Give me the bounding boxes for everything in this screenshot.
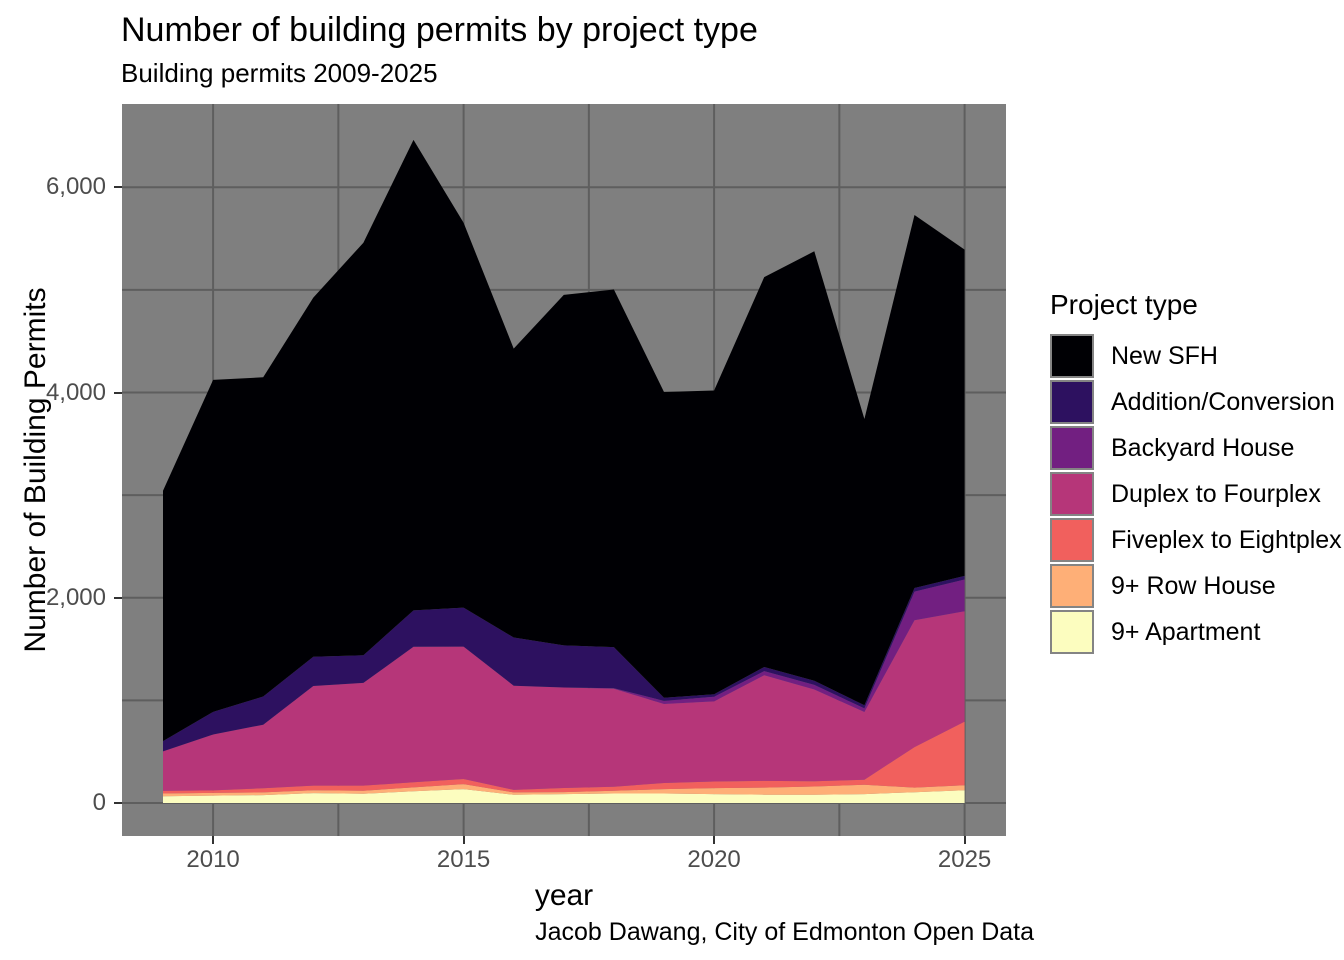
legend-swatch-new-sfh: [1050, 334, 1094, 378]
y-tick-label-6000: 6,000: [45, 173, 106, 201]
chart-subtitle: Building permits 2009-2025: [121, 58, 438, 88]
stacked-area-plot: [122, 104, 1006, 836]
legend-item-label: Addition/Conversion: [1111, 387, 1335, 416]
area-9-row-house: [163, 784, 965, 797]
x-tick-mark-2010: [212, 836, 215, 844]
legend-items: New SFH Addition/Conversion Backyard House…: [1050, 334, 1342, 654]
legend-item-addition-conversion: Addition/Conversion: [1050, 380, 1342, 424]
legend-item-label: 9+ Apartment: [1111, 617, 1261, 646]
legend-item-fiveplex-to-eightplex: Fiveplex to Eightplex: [1050, 518, 1342, 562]
y-tick-label-2000: 2,000: [45, 583, 106, 611]
x-axis-title: year: [534, 879, 594, 912]
x-tick-label-2020: 2020: [687, 846, 741, 873]
area-addition-conversion: [163, 575, 965, 752]
legend-swatch-9-row-house: [1050, 564, 1094, 608]
legend: Project type New SFH Addition/Conversion B…: [1050, 289, 1342, 656]
area-duplex-to-fourplex: [163, 611, 965, 791]
legend-swatch-backyard-house: [1050, 426, 1094, 470]
legend-item-label: Backyard House: [1111, 433, 1295, 462]
area-new-sfh: [163, 139, 965, 742]
chart-title: Number of building permits by project ty…: [121, 11, 758, 49]
x-tick-mark-2015: [462, 836, 465, 844]
legend-item-9-row-house: 9+ Row House: [1050, 564, 1342, 608]
area-9-apartment: [163, 789, 965, 803]
x-tick-label-2015: 2015: [436, 846, 491, 873]
x-tick-mark-2025: [963, 836, 966, 844]
y-axis-title: Number of Building Permits: [19, 287, 52, 653]
legend-title: Project type: [1050, 289, 1198, 320]
x-tick-mark-2020: [713, 836, 716, 844]
legend-item-label: 9+ Row House: [1111, 571, 1276, 600]
x-tick-label-2025: 2025: [937, 846, 992, 873]
y-tick-mark-0: [114, 802, 122, 804]
legend-swatch-9-apartment: [1050, 610, 1094, 654]
y-tick-mark-6000: [114, 186, 122, 189]
chart-caption: Jacob Dawang, City of Edmonton Open Data: [535, 918, 1034, 946]
legend-swatch-addition-conversion: [1050, 380, 1094, 424]
legend-swatch-duplex-to-fourplex: [1050, 472, 1094, 516]
legend-item-9-apartment: 9+ Apartment: [1050, 610, 1342, 654]
y-tick-mark-4000: [114, 391, 122, 394]
plot-panel: [122, 104, 1006, 836]
legend-item-label: Fiveplex to Eightplex: [1111, 525, 1342, 554]
legend-item-backyard-house: Backyard House: [1050, 426, 1342, 470]
legend-swatch-fiveplex-to-eightplex: [1050, 518, 1094, 562]
y-tick-label-0: 0: [92, 789, 106, 816]
legend-item-new-sfh: New SFH: [1050, 334, 1342, 378]
x-tick-label-2010: 2010: [186, 846, 240, 873]
legend-item-label: New SFH: [1111, 341, 1218, 370]
y-tick-label-4000: 4,000: [45, 378, 106, 406]
y-tick-mark-2000: [114, 596, 122, 599]
legend-item-label: Duplex to Fourplex: [1111, 479, 1321, 508]
legend-item-duplex-to-fourplex: Duplex to Fourplex: [1050, 472, 1342, 516]
